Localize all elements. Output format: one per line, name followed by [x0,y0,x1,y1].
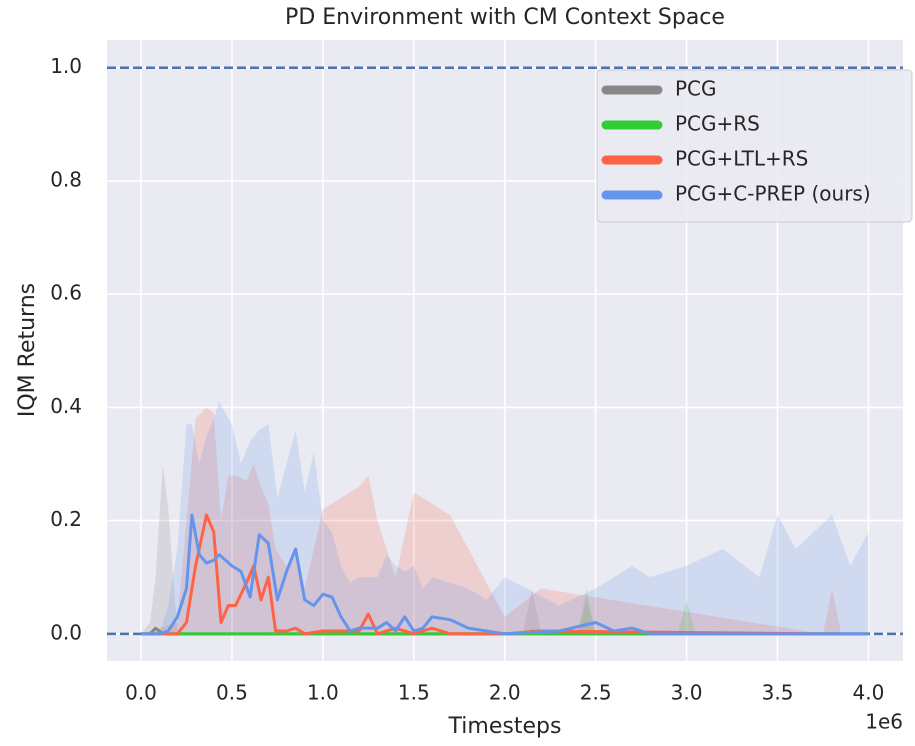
chart-title: PD Environment with CM Context Space [285,5,725,30]
x-tick-label: 1.0 [307,681,339,705]
x-tick-label: 2.5 [580,681,612,705]
x-tick-label: 0.0 [125,681,157,705]
confidence-band [141,588,869,634]
series-line [141,513,869,636]
x-tick-label: 4.0 [853,681,885,705]
legend-label: PCG [675,77,717,101]
y-tick-label: 0.4 [50,394,82,418]
x-tick-label: 2.0 [489,681,521,705]
confidence-band [141,407,869,634]
x-axis-label: Timesteps [448,714,562,739]
y-tick-label: 1.0 [50,54,82,78]
y-tick-label: 0.6 [50,281,82,305]
y-tick-label: 0.2 [50,507,82,531]
y-tick-label: 0.0 [50,620,82,644]
legend: PCG PCG+RS PCG+LTL+RS PCG+C-PREP (ours) [596,69,913,223]
legend-box [596,69,913,223]
y-tick-label: 0.8 [50,167,82,191]
legend-label: PCG+C-PREP (ours) [675,182,871,206]
x-tick-label: 3.0 [671,681,703,705]
legend-label: PCG+RS [675,112,760,136]
confidence-band [141,401,869,634]
x-tick-label: 3.5 [762,681,794,705]
legend-label: PCG+LTL+RS [675,147,808,171]
y-axis-label: IQM Returns [15,283,40,417]
x-tick-label: 0.5 [216,681,248,705]
x-tick-label: 1.5 [398,681,430,705]
x-offset-label: 1e6 [865,710,903,734]
